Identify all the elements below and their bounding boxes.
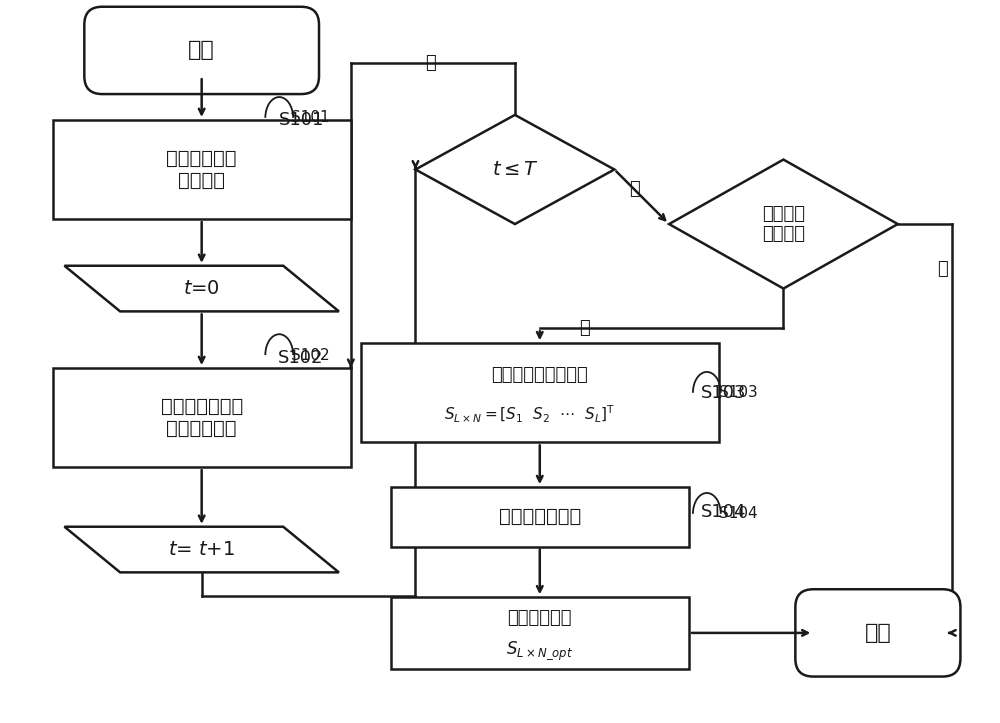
Polygon shape	[64, 527, 339, 573]
Text: 是否发生
网络阻塞: 是否发生 网络阻塞	[762, 205, 805, 244]
Text: S104: S104	[701, 502, 747, 521]
Bar	[391, 487, 689, 547]
FancyBboxPatch shape	[795, 589, 960, 677]
Text: $S_{L\times N\_opt}$: $S_{L\times N\_opt}$	[506, 640, 573, 662]
Text: S101: S101	[291, 111, 330, 125]
Text: 单间隔优化方案集合: 单间隔优化方案集合	[491, 366, 588, 384]
Text: $t\leq T$: $t\leq T$	[492, 160, 538, 179]
Text: 是: 是	[425, 54, 436, 72]
Text: S103: S103	[701, 384, 747, 402]
Bar	[53, 368, 351, 467]
Text: 灵活性分析和潮
流单间隔优化: 灵活性分析和潮 流单间隔优化	[161, 397, 243, 438]
Text: $t$= $t$+1: $t$= $t$+1	[168, 540, 235, 559]
Text: S104: S104	[719, 506, 757, 521]
Bar	[391, 597, 689, 669]
Text: S103: S103	[719, 385, 758, 401]
Text: S102: S102	[278, 349, 324, 367]
Text: 获取输电网络
数据参数: 获取输电网络 数据参数	[166, 149, 237, 190]
Text: 否: 否	[629, 180, 640, 198]
Text: 结束: 结束	[865, 623, 891, 643]
Bar	[53, 120, 351, 219]
Text: 潮流多间隔优化: 潮流多间隔优化	[499, 508, 581, 526]
Text: 否: 否	[937, 260, 948, 278]
Text: 开始: 开始	[188, 40, 215, 61]
Text: 最优配置方案: 最优配置方案	[508, 609, 572, 627]
Bar	[361, 343, 719, 442]
Text: S102: S102	[291, 348, 330, 362]
Text: S101: S101	[278, 111, 324, 129]
Text: 是: 是	[579, 320, 590, 337]
Polygon shape	[669, 160, 898, 288]
Polygon shape	[64, 266, 339, 312]
Polygon shape	[415, 115, 614, 224]
FancyBboxPatch shape	[84, 7, 319, 94]
Text: $S_{L\times N}=[S_1\ \ S_2\ \ \cdots\ \ S_L]^{\mathrm{T}}$: $S_{L\times N}=[S_1\ \ S_2\ \ \cdots\ \ …	[444, 404, 615, 425]
Text: $t$=0: $t$=0	[183, 279, 220, 298]
